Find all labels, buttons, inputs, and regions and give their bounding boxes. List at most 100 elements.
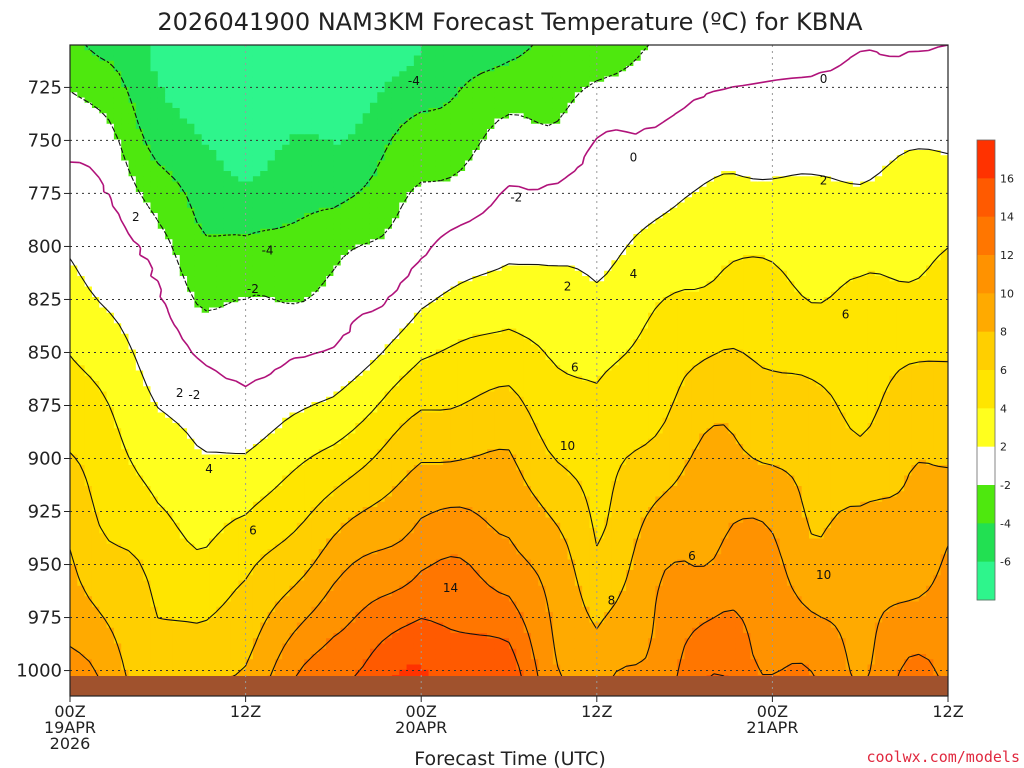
field-cell (91, 517, 100, 524)
field-cell (340, 160, 349, 167)
field-cell (216, 218, 225, 225)
field-cell (179, 554, 188, 561)
field-cell (91, 276, 100, 282)
field-cell (113, 533, 122, 540)
field-cell (318, 480, 327, 487)
field-cell (91, 139, 100, 146)
field-cell (274, 528, 283, 534)
field-cell (245, 323, 254, 330)
field-cell (238, 475, 247, 482)
field-cell (128, 533, 137, 540)
field-cell (165, 102, 174, 109)
field-cell (296, 270, 305, 277)
field-cell (194, 559, 203, 566)
field-cell (84, 391, 93, 398)
field-cell (304, 370, 313, 377)
field-cell (289, 281, 298, 288)
field-cell (194, 249, 203, 256)
field-cell (150, 617, 159, 624)
field-cell (84, 181, 93, 188)
field-cell (260, 339, 269, 345)
field-cell (172, 260, 181, 267)
field-cell (223, 76, 232, 83)
field-cell (326, 554, 334, 561)
field-cell (165, 601, 174, 608)
field-cell (77, 134, 86, 141)
field-cell (318, 402, 327, 408)
field-cell (304, 559, 313, 566)
field-cell (238, 113, 247, 120)
field-cell (318, 612, 327, 618)
field-cell (326, 543, 334, 550)
field-cell (194, 496, 203, 503)
field-cell (245, 617, 254, 624)
field-cell (223, 286, 232, 293)
field-cell (245, 543, 254, 550)
field-cell (121, 423, 130, 429)
field-cell (326, 375, 334, 382)
field-cell (165, 223, 174, 230)
field-cell (333, 234, 342, 240)
field-cell (260, 370, 269, 377)
field-cell (260, 622, 269, 629)
field-cell (172, 423, 181, 429)
field-cell (157, 601, 166, 608)
field-cell (318, 60, 327, 67)
field-cell (106, 386, 115, 393)
field-cell (333, 601, 342, 608)
field-cell (172, 669, 181, 676)
field-cell (143, 55, 152, 62)
field-cell (121, 171, 130, 177)
field-cell (99, 444, 108, 450)
field-cell (150, 659, 159, 666)
field-cell (245, 286, 254, 293)
field-cell (150, 612, 159, 618)
field-cell (274, 507, 283, 513)
field-cell (348, 207, 356, 214)
field-cell (179, 612, 188, 618)
field-cell (238, 339, 247, 345)
field-cell (355, 270, 364, 277)
field-cell (77, 192, 86, 198)
field-cell (296, 150, 305, 156)
field-cell (209, 323, 217, 330)
field-cell (143, 585, 152, 592)
field-cell (304, 528, 313, 534)
field-cell (326, 459, 334, 466)
field-cell (230, 601, 239, 608)
field-cell (121, 612, 130, 618)
field-cell (230, 470, 239, 477)
field-cell (150, 270, 159, 277)
field-cell (150, 139, 159, 146)
field-cell (113, 144, 122, 151)
field-cell (252, 633, 261, 639)
field-cell (318, 134, 327, 141)
field-cell (333, 459, 342, 466)
field-cell (194, 160, 203, 167)
field-cell (311, 591, 320, 597)
field-cell (77, 412, 86, 419)
field-cell (157, 633, 166, 639)
field-cell (282, 328, 291, 335)
field-cell (84, 223, 93, 230)
field-cell (106, 307, 115, 314)
field-cell (194, 549, 203, 555)
field-cell (289, 606, 298, 613)
field-cell (70, 328, 78, 335)
field-cell (106, 459, 115, 466)
field-cell (348, 654, 356, 660)
field-cell (348, 176, 356, 183)
field-cell (143, 386, 152, 393)
field-cell (267, 186, 276, 193)
field-cell (267, 281, 276, 288)
field-cell (113, 207, 122, 214)
field-cell (113, 454, 122, 461)
field-cell (304, 323, 313, 330)
field-cell (348, 533, 356, 540)
field-cell (296, 543, 305, 550)
field-cell (165, 459, 174, 466)
field-cell (157, 507, 166, 513)
field-cell (99, 223, 108, 230)
field-cell (179, 328, 188, 335)
field-cell (223, 312, 232, 319)
